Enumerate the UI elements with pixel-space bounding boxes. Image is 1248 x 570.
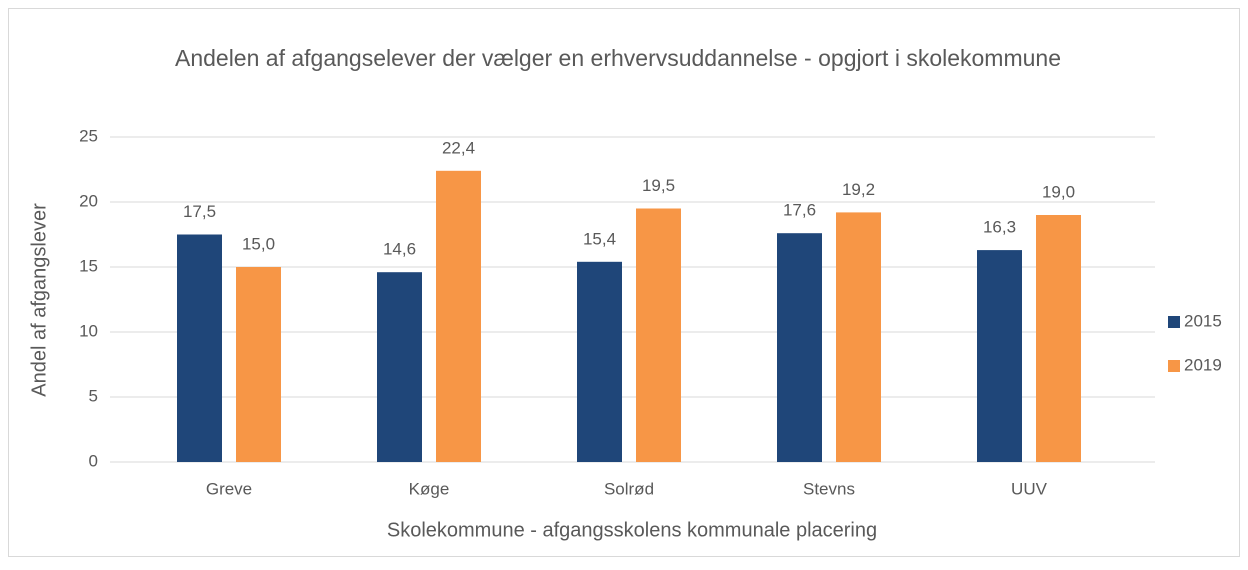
y-tick-label: 10: [79, 321, 98, 340]
x-tick-label: Greve: [206, 479, 252, 498]
y-tick-label: 15: [79, 256, 98, 275]
legend-label: 2019: [1184, 355, 1222, 374]
y-tick-label: 0: [89, 451, 98, 470]
y-tick-label: 20: [79, 191, 98, 210]
x-tick-label: Stevns: [803, 479, 855, 498]
bar: [577, 261, 622, 462]
bar: [836, 212, 881, 462]
x-tick-label: Solrød: [604, 479, 654, 498]
value-label: 19,0: [1042, 182, 1075, 201]
value-label: 16,3: [983, 218, 1016, 237]
y-axis-label: Andel af afgangslever: [28, 203, 50, 397]
bar: [1036, 215, 1081, 462]
legend-swatch: [1168, 360, 1180, 372]
value-label: 19,2: [842, 180, 875, 199]
bar: [177, 234, 222, 462]
bar: [236, 267, 281, 462]
value-label: 19,5: [642, 176, 675, 195]
value-label: 15,0: [242, 234, 275, 253]
value-label: 17,6: [783, 201, 816, 220]
bar: [377, 272, 422, 462]
value-label: 17,5: [183, 202, 216, 221]
chart-title: Andelen af afgangselever der vælger en e…: [174, 45, 1062, 71]
x-tick-label: Køge: [409, 479, 450, 498]
legend-label: 2015: [1184, 311, 1222, 330]
bar: [436, 170, 481, 463]
value-label: 22,4: [442, 138, 475, 157]
value-label: 14,6: [383, 240, 416, 259]
y-tick-label: 5: [89, 386, 98, 405]
value-label: 15,4: [583, 229, 616, 248]
bar: [977, 250, 1022, 462]
legend-swatch: [1168, 316, 1180, 328]
x-tick-label: UUV: [1011, 479, 1048, 498]
bar: [636, 208, 681, 462]
bar: [777, 233, 822, 462]
y-tick-label: 25: [79, 126, 98, 145]
x-axis-label: Skolekommune - afgangsskolens kommunale …: [387, 519, 877, 541]
